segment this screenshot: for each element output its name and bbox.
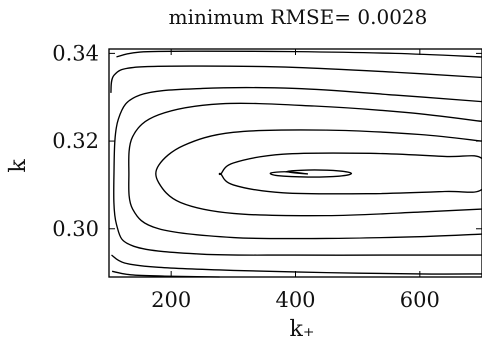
contour-line (111, 254, 482, 275)
chart-title: minimum RMSE= 0.0028 (169, 5, 428, 29)
contour-line (116, 50, 482, 58)
contour-line (128, 102, 482, 240)
contour-lines (110, 50, 482, 278)
contour-line (155, 129, 482, 217)
axis-labels: k₊ k (6, 159, 314, 342)
contour-line (111, 270, 220, 278)
contour-line (269, 169, 353, 178)
y-tick-label: 0.34 (52, 41, 99, 65)
x-axis-label: k₊ (290, 317, 315, 342)
contour-line (110, 65, 482, 93)
axis-ticks: 200 400 600 0.30 0.32 0.34 (52, 41, 482, 312)
x-tick-label: 200 (151, 288, 191, 312)
y-axis-label: k (6, 159, 31, 173)
contour-line (218, 152, 482, 195)
plot-frame (108, 48, 482, 278)
y-tick-label: 0.32 (52, 129, 99, 153)
x-tick-label: 400 (275, 288, 315, 312)
x-tick-label: 600 (400, 288, 440, 312)
y-tick-label: 0.30 (52, 217, 99, 241)
contour-line (113, 86, 482, 256)
